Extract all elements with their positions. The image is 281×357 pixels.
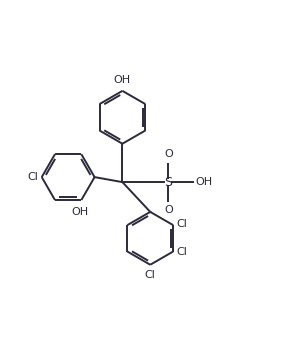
- Text: Cl: Cl: [177, 247, 188, 257]
- Text: Cl: Cl: [28, 172, 38, 182]
- Text: OH: OH: [114, 75, 131, 85]
- Text: Cl: Cl: [177, 219, 188, 229]
- Text: O: O: [164, 149, 173, 159]
- Text: OH: OH: [196, 177, 213, 187]
- Text: O: O: [164, 206, 173, 216]
- Text: OH: OH: [71, 207, 89, 217]
- Text: Cl: Cl: [145, 270, 156, 280]
- Text: S: S: [164, 176, 172, 188]
